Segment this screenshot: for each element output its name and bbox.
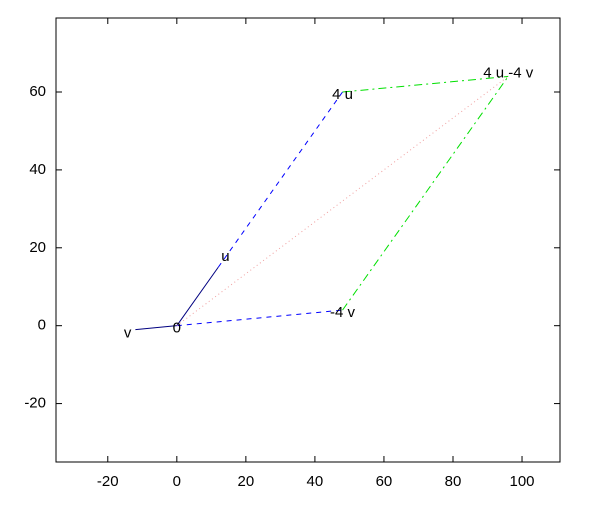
vector-segment <box>217 91 343 268</box>
y-tick-label: 40 <box>29 161 46 178</box>
vector-segment <box>342 76 509 311</box>
y-tick-label: 20 <box>29 239 46 256</box>
x-tick-label: 40 <box>307 473 324 490</box>
point-label: 4 u -4 v <box>483 64 534 81</box>
point-label: 0 <box>173 320 181 337</box>
point-label: u <box>221 248 229 265</box>
vector-segment <box>176 309 343 327</box>
vector-segment <box>176 76 509 327</box>
y-tick-label: -20 <box>24 395 46 412</box>
vector-segment <box>342 75 509 93</box>
y-tick-label: 60 <box>29 83 46 100</box>
vector-segment <box>176 266 219 326</box>
vector-segment <box>135 325 177 331</box>
y-tick-label: 0 <box>38 317 46 334</box>
point-label: 4 u <box>332 86 353 103</box>
plot-frame <box>55 17 561 463</box>
x-tick-label: 20 <box>238 473 255 490</box>
x-tick-label: 0 <box>173 473 181 490</box>
x-tick-label: 80 <box>445 473 462 490</box>
x-tick-label: -20 <box>97 473 119 490</box>
x-tick-label: 100 <box>510 473 535 490</box>
point-label: v <box>124 325 132 342</box>
x-tick-label: 60 <box>376 473 393 490</box>
point-label: -4 v <box>330 304 356 321</box>
